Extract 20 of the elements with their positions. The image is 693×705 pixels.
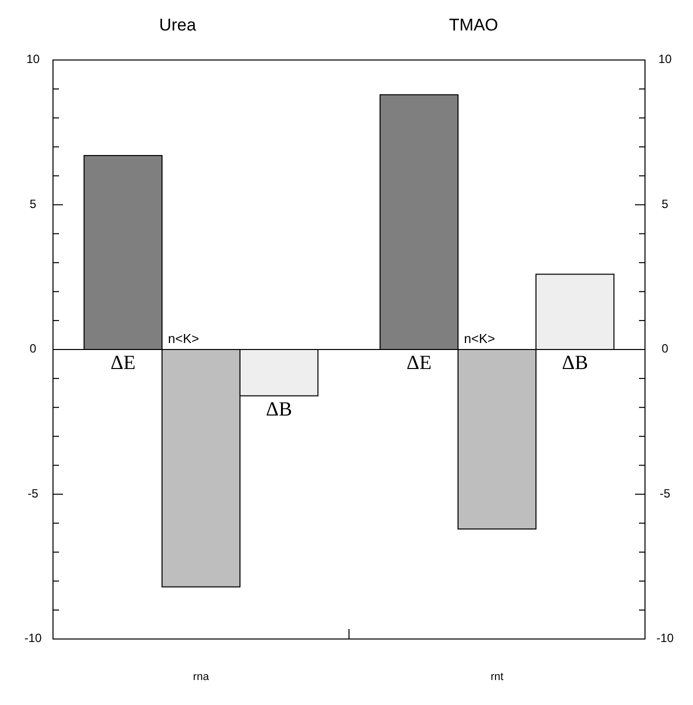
y-tick-label: 10 (26, 52, 40, 66)
series-label: ΔE (110, 352, 136, 374)
text: ΔE (406, 352, 432, 374)
y-tick-label: 0 (30, 342, 37, 356)
y2-tick-label: 5 (662, 196, 669, 211)
x-tick-label: rna (193, 670, 210, 683)
y2-tick-label: -10 (656, 631, 674, 646)
y2-tick-label: 10 (658, 52, 672, 66)
text: ΔB (562, 352, 588, 374)
y-tick-label: -10 (24, 631, 42, 646)
text: n<K> (464, 331, 496, 346)
y-tick-label: -5 (28, 486, 39, 500)
y-tick-label: 5 (30, 196, 37, 211)
series-label: ΔB (266, 398, 292, 420)
x-tick-label: rnt (490, 670, 504, 683)
y2-tick-label: 0 (662, 342, 669, 356)
text: TMAO (449, 15, 498, 34)
y2-tick-label: -5 (660, 486, 671, 500)
series-label: n<K> (168, 331, 200, 346)
text: Urea (159, 15, 197, 34)
